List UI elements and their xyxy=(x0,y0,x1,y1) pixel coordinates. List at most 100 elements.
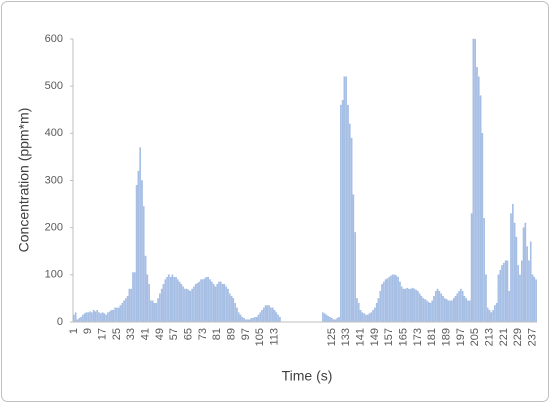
bar xyxy=(185,288,188,323)
bar xyxy=(275,312,278,323)
x-tick-label: 213 xyxy=(483,328,495,346)
bar xyxy=(234,302,236,323)
bar xyxy=(361,312,364,323)
bar xyxy=(271,307,274,323)
bar xyxy=(463,295,466,323)
bar xyxy=(203,278,206,323)
bar xyxy=(182,286,184,323)
bar xyxy=(221,284,224,323)
bar xyxy=(402,288,405,323)
bar xyxy=(349,123,351,323)
bar xyxy=(515,236,518,323)
y-tick-label: 0 xyxy=(57,316,63,328)
x-tick-label: 149 xyxy=(369,328,381,346)
x-tick-label: 97 xyxy=(240,328,252,340)
bar xyxy=(504,260,507,323)
bar xyxy=(200,279,202,323)
bar xyxy=(390,275,392,323)
bar xyxy=(442,295,444,323)
bar xyxy=(472,38,475,323)
x-tick-label: 197 xyxy=(455,328,467,346)
bar xyxy=(413,288,416,323)
x-tick-label: 229 xyxy=(512,328,524,346)
y-axis-title: Concentration (ppm*m) xyxy=(16,108,32,253)
bar xyxy=(522,227,525,323)
bar xyxy=(193,286,195,323)
bar xyxy=(528,260,530,323)
bar xyxy=(392,274,394,323)
bar xyxy=(119,305,122,323)
y-tick-label: 300 xyxy=(45,174,63,186)
bar xyxy=(241,317,244,323)
bar xyxy=(101,312,104,323)
x-tick-label: 165 xyxy=(397,328,409,346)
bar xyxy=(486,307,489,323)
bar xyxy=(417,291,419,323)
bar xyxy=(173,277,175,323)
bar xyxy=(490,312,493,323)
bar xyxy=(426,300,428,323)
bar xyxy=(467,300,469,323)
bar xyxy=(483,218,485,323)
bar xyxy=(368,313,371,323)
bar xyxy=(341,100,344,323)
bar xyxy=(121,302,124,323)
x-tick-label: 1 xyxy=(68,328,80,334)
x-tick-label: 17 xyxy=(96,328,108,340)
bar xyxy=(218,281,220,323)
bar xyxy=(422,298,425,323)
bar xyxy=(470,213,473,323)
bar xyxy=(445,299,448,323)
bar xyxy=(431,300,433,323)
bar xyxy=(406,287,408,323)
bar xyxy=(503,262,505,323)
bar xyxy=(529,241,532,323)
bar xyxy=(191,288,193,323)
y-tick-label: 400 xyxy=(45,127,63,139)
bar xyxy=(178,281,181,323)
bar xyxy=(168,274,170,323)
bar xyxy=(469,300,471,323)
bar xyxy=(519,274,521,323)
bar xyxy=(447,300,450,323)
bar xyxy=(230,295,233,323)
bar xyxy=(494,305,496,323)
bar xyxy=(268,305,270,323)
bar xyxy=(526,246,528,323)
bar xyxy=(336,318,339,323)
bar xyxy=(139,147,141,323)
bar xyxy=(132,272,134,323)
x-tick-label: 221 xyxy=(498,328,510,346)
bar xyxy=(363,313,365,323)
bar xyxy=(105,314,107,323)
bar xyxy=(209,279,211,323)
bar xyxy=(96,310,98,323)
bar xyxy=(279,317,281,323)
x-tick-label: 65 xyxy=(182,328,194,340)
bar xyxy=(474,38,476,323)
x-tick-label: 105 xyxy=(254,328,266,346)
bar xyxy=(323,313,326,323)
bar xyxy=(461,291,464,323)
bar xyxy=(512,203,514,323)
bar xyxy=(98,312,100,323)
bar xyxy=(427,302,430,323)
bar xyxy=(501,265,503,323)
bar xyxy=(177,279,179,323)
bar xyxy=(137,170,140,323)
x-tick-label: 173 xyxy=(412,328,424,346)
bar xyxy=(83,313,86,323)
bar xyxy=(424,299,426,323)
x-tick-label: 73 xyxy=(197,328,209,340)
bar xyxy=(377,298,380,323)
bar xyxy=(150,300,152,323)
bar xyxy=(499,269,502,323)
bar xyxy=(162,284,165,323)
bar xyxy=(429,302,432,323)
bar xyxy=(87,312,90,323)
bar xyxy=(155,302,158,323)
bar xyxy=(477,76,480,323)
bar xyxy=(252,318,254,323)
bar xyxy=(492,310,494,323)
bar xyxy=(237,312,240,323)
